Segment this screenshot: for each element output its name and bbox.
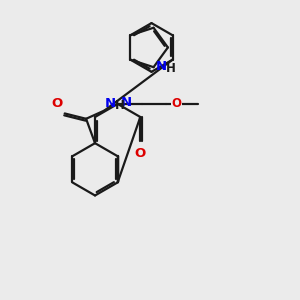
Text: O: O bbox=[135, 147, 146, 160]
Text: N: N bbox=[156, 60, 167, 73]
Text: O: O bbox=[172, 97, 182, 110]
Text: H: H bbox=[115, 99, 125, 112]
Text: O: O bbox=[51, 98, 62, 110]
Text: N: N bbox=[105, 97, 116, 110]
Text: H: H bbox=[166, 61, 176, 75]
Text: N: N bbox=[121, 96, 132, 109]
